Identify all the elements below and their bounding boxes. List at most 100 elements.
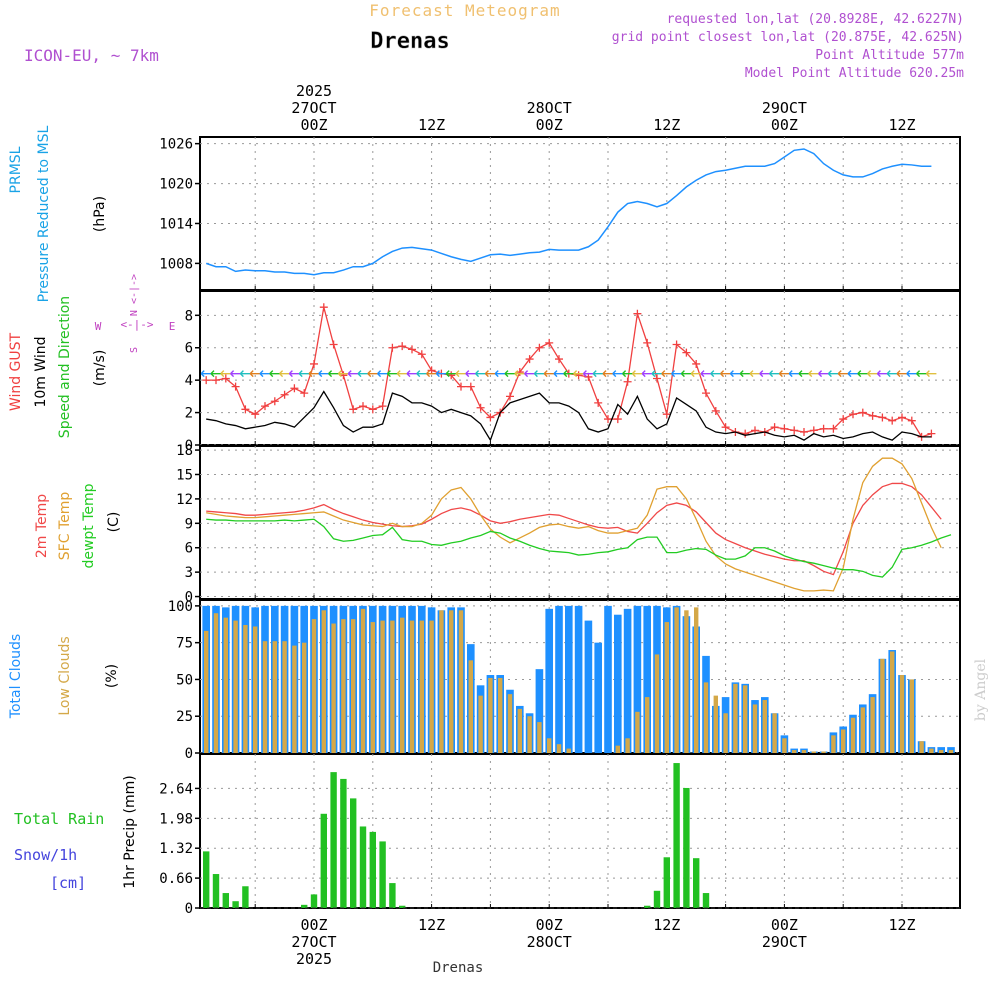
y-tick-label: 1020 bbox=[159, 177, 193, 193]
gust-marker bbox=[780, 424, 789, 433]
bottom-time-label: 28OCT bbox=[527, 933, 572, 951]
wind-direction-arrow bbox=[867, 370, 878, 378]
low-cloud-bar bbox=[213, 613, 219, 753]
total-cloud-bar bbox=[555, 605, 563, 753]
gust-marker bbox=[486, 413, 495, 422]
low-cloud-bar bbox=[272, 641, 277, 753]
low-cloud-bar bbox=[223, 617, 228, 753]
gust-marker bbox=[231, 382, 240, 391]
y-tick-label: 3 bbox=[185, 565, 193, 581]
wind-direction-arrow bbox=[504, 370, 515, 378]
low-cloud-bar bbox=[527, 716, 532, 753]
model-name: ICON-EU, ~ 7km bbox=[24, 46, 159, 65]
low-cloud-bar bbox=[507, 694, 513, 753]
gust-marker bbox=[506, 392, 514, 401]
low-cloud-bar bbox=[801, 750, 807, 753]
gust-marker bbox=[829, 424, 838, 433]
total-cloud-bar bbox=[643, 605, 651, 753]
wind-direction-arrow bbox=[651, 370, 662, 378]
wind-direction-arrow bbox=[514, 370, 525, 378]
wind-unit-label: (m/s) bbox=[92, 350, 108, 387]
top-time-label: 12Z bbox=[653, 116, 680, 134]
wind-direction-arrow bbox=[690, 370, 702, 378]
low-cloud-bar bbox=[948, 750, 954, 753]
total-cloud-bar bbox=[535, 669, 544, 753]
low-cloud-bar bbox=[703, 682, 709, 753]
wind-direction-arrow bbox=[827, 370, 839, 378]
low-cloud-bar bbox=[302, 642, 307, 753]
low-cloud-bar bbox=[615, 745, 620, 753]
gust-marker bbox=[604, 415, 612, 424]
low-cloud-bar bbox=[841, 729, 846, 753]
pressure-unit-label: (hPa) bbox=[92, 196, 108, 232]
wind-direction-arrow bbox=[808, 370, 819, 378]
rain-bar bbox=[683, 787, 690, 908]
low-cloud-bar bbox=[351, 619, 356, 753]
credit-label: by Angel bbox=[973, 658, 989, 721]
wind-direction-arrow bbox=[622, 370, 633, 378]
gust-marker bbox=[770, 423, 779, 432]
wind-direction-arrow bbox=[582, 370, 594, 378]
top-time-label: 29OCT bbox=[762, 99, 807, 117]
wind-direction-arrow bbox=[680, 370, 692, 378]
wind-direction-arrow bbox=[396, 370, 408, 378]
total-cloud-bar bbox=[565, 605, 573, 753]
dewpoint-line bbox=[206, 518, 952, 578]
y-tick-label: 50 bbox=[176, 672, 193, 688]
low-cloud-bar bbox=[929, 748, 934, 753]
low-cloud-bar bbox=[645, 697, 650, 753]
wind-direction-arrow bbox=[259, 370, 270, 378]
low-cloud-bar bbox=[439, 610, 444, 753]
gust-marker bbox=[623, 377, 632, 386]
gust-marker bbox=[417, 350, 426, 359]
total-cloud-bar bbox=[545, 608, 553, 753]
top-time-label: 00Z bbox=[300, 116, 327, 134]
gust-marker bbox=[888, 416, 897, 425]
low-cloud-bar bbox=[694, 607, 699, 753]
wind-direction-arrow bbox=[837, 370, 849, 378]
wind-panel: 0 2 4 6 8 Wind GUST 10m Wind Speed and Directio… bbox=[8, 274, 961, 454]
low-cloud-bar bbox=[674, 607, 679, 753]
compass-west: W bbox=[95, 320, 102, 333]
wind-direction-arrow bbox=[220, 370, 231, 378]
wind-direction-arrow bbox=[484, 370, 496, 378]
wind-direction-arrow bbox=[210, 370, 221, 378]
location-title: Drenas bbox=[370, 29, 449, 54]
y-tick-label: 12 bbox=[176, 492, 193, 508]
rain-bar bbox=[653, 890, 661, 908]
wind-direction-arrow bbox=[671, 370, 682, 378]
gust-marker bbox=[261, 402, 269, 411]
gust-label: Wind GUST bbox=[8, 332, 24, 411]
low-cloud-bar bbox=[752, 704, 758, 753]
wind-direction-arrow bbox=[788, 370, 800, 378]
rain-bar bbox=[369, 831, 376, 908]
wind-direction-arrow bbox=[886, 370, 898, 378]
rain-bar bbox=[673, 763, 680, 908]
gust-marker bbox=[378, 402, 387, 411]
wind-direction-arrow bbox=[249, 370, 261, 378]
low-cloud-bar bbox=[831, 735, 836, 753]
dewpoint-label: dewpt Temp bbox=[81, 483, 97, 568]
y-tick-label: 1.98 bbox=[159, 811, 193, 827]
low-cloud-bar bbox=[772, 713, 777, 753]
top-time-label: 2025 bbox=[296, 82, 332, 100]
clouds-unit-label: (%) bbox=[104, 664, 120, 688]
total-cloud-bar bbox=[623, 608, 632, 753]
gust-marker bbox=[672, 340, 681, 349]
rain-bar bbox=[222, 893, 229, 908]
top-time-label: 27OCT bbox=[291, 99, 336, 117]
gust-marker bbox=[653, 374, 661, 383]
wind-direction-arrow bbox=[700, 370, 711, 378]
temperature-panel: 0 3 6 9 12 15 18 2m Temp SFC Temp dewpt Temp (C) bbox=[34, 443, 961, 606]
wind-direction-arrow bbox=[710, 370, 721, 378]
precip-unit-label: 1hr Precip (mm) bbox=[122, 775, 138, 888]
rain-bar bbox=[340, 778, 347, 908]
wind-direction-arrow bbox=[857, 370, 868, 378]
bottom-time-label: 00Z bbox=[300, 916, 327, 934]
low-cloud-bar bbox=[458, 610, 464, 753]
low-cloud-bar bbox=[429, 620, 434, 753]
rain-bar bbox=[693, 858, 700, 908]
y-tick-label: 0.66 bbox=[159, 871, 193, 887]
low-cloud-bar bbox=[400, 617, 405, 753]
